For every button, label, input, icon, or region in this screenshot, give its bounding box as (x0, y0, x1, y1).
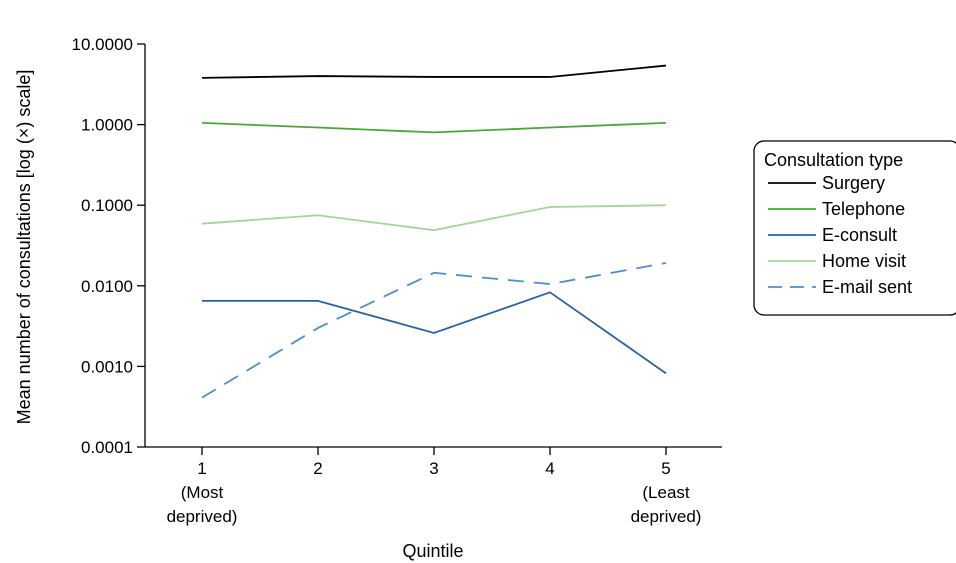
series-line-e-consult (202, 291, 667, 375)
plot-lines (201, 64, 667, 399)
x-tick-label: 3 (429, 459, 438, 478)
series-line-home-visit (201, 204, 667, 232)
legend-items: Surgery Telephone E-consult Home visit E-mai… (768, 173, 912, 297)
series-line-surgery (201, 64, 667, 79)
x-axis-title: Quintile (402, 541, 463, 561)
series-line-telephone (201, 121, 667, 134)
y-tick-label: 0.0100 (81, 277, 133, 296)
x-tick-label: 5 (Least deprived) (631, 459, 702, 526)
x-tick-label: 4 (545, 459, 554, 478)
y-tick-label: 0.0010 (81, 357, 133, 376)
legend-label: Home visit (822, 251, 906, 271)
legend-box (753, 140, 956, 316)
legend-label: E-mail sent (822, 277, 912, 297)
x-tick-label-line: (Most (181, 483, 224, 502)
x-tick-label-line: 4 (545, 459, 554, 478)
x-tick-label-line: 1 (197, 459, 206, 478)
x-tick-label-line: deprived) (631, 507, 702, 526)
x-tick-label-line: 3 (429, 459, 438, 478)
legend-title: Consultation type (764, 150, 903, 170)
x-tick-label: 1 (Most deprived) (167, 459, 238, 526)
series-line-e-mail-sent (201, 262, 667, 399)
legend-label: Surgery (822, 173, 885, 193)
x-tick-label-line: deprived) (167, 507, 238, 526)
legend-label: E-consult (822, 225, 897, 245)
x-tick-label-line: 5 (661, 459, 670, 478)
x-tick-label-line: (Least (642, 483, 690, 502)
y-tick-label: 10.0000 (72, 35, 133, 54)
y-axis: 10.0000 1.0000 0.1000 0.0100 0.0010 0.0001 (72, 35, 146, 457)
y-tick-label: 1.0000 (81, 116, 133, 135)
y-tick-label: 0.0001 (81, 438, 133, 457)
y-tick-label: 0.1000 (81, 196, 133, 215)
x-tick-label: 2 (313, 459, 322, 478)
legend: Consultation type Surgery Telephone E-cons… (753, 140, 956, 316)
x-axis: 1 (Most deprived) 2 3 4 5 (Least deprived) (145, 446, 722, 526)
x-tick-label-line: 2 (313, 459, 322, 478)
y-axis-title: Mean number of consultations [log (×) sc… (14, 70, 34, 425)
legend-label: Telephone (822, 199, 905, 219)
